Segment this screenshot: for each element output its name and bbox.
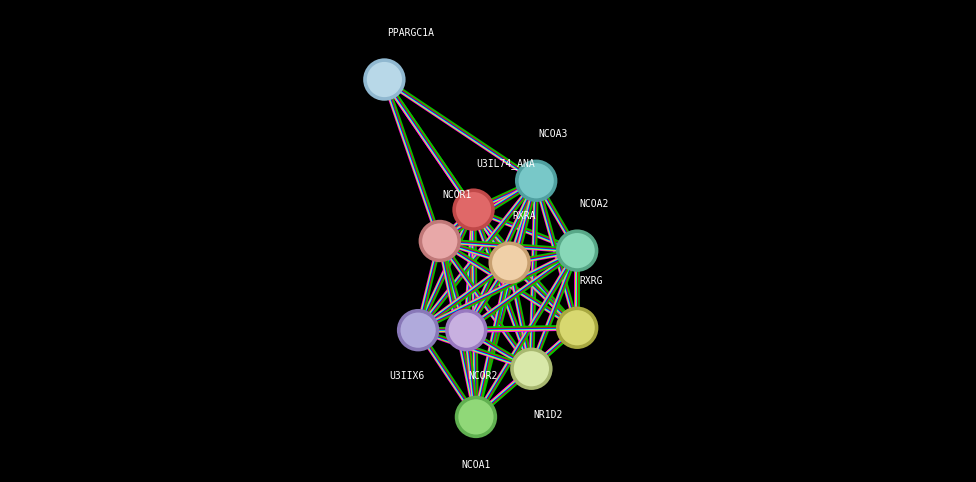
- Text: NCOA2: NCOA2: [580, 200, 609, 209]
- Circle shape: [397, 309, 439, 351]
- Text: NCOA3: NCOA3: [539, 130, 568, 139]
- Text: NCOA1: NCOA1: [462, 460, 491, 470]
- Text: RXRA: RXRA: [512, 212, 536, 221]
- Circle shape: [556, 229, 598, 272]
- Circle shape: [488, 241, 531, 284]
- Circle shape: [510, 348, 552, 390]
- Circle shape: [366, 61, 403, 98]
- Text: U3IIX6: U3IIX6: [389, 372, 425, 381]
- Circle shape: [513, 350, 549, 387]
- Circle shape: [448, 312, 485, 348]
- Circle shape: [422, 223, 458, 259]
- Text: PPARGC1A: PPARGC1A: [386, 28, 433, 38]
- Circle shape: [515, 160, 557, 202]
- Circle shape: [445, 309, 488, 351]
- Circle shape: [491, 244, 528, 281]
- Text: NCOR1: NCOR1: [442, 190, 471, 200]
- Circle shape: [363, 58, 406, 101]
- Circle shape: [455, 191, 492, 228]
- Circle shape: [559, 309, 595, 346]
- Circle shape: [452, 188, 495, 231]
- Circle shape: [518, 162, 554, 199]
- Circle shape: [419, 220, 461, 262]
- Text: NR1D2: NR1D2: [534, 410, 563, 420]
- Circle shape: [559, 232, 595, 269]
- Text: U3IL74_ANA: U3IL74_ANA: [476, 158, 535, 169]
- Circle shape: [455, 396, 497, 438]
- Circle shape: [400, 312, 436, 348]
- Text: RXRG: RXRG: [580, 277, 603, 286]
- Circle shape: [458, 399, 494, 435]
- Circle shape: [556, 307, 598, 349]
- Text: NCOR2: NCOR2: [468, 372, 498, 381]
